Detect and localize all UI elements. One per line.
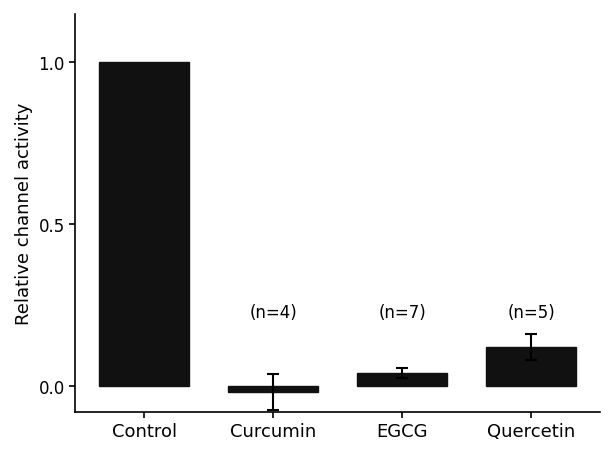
Bar — [486, 347, 576, 386]
Bar — [228, 386, 319, 392]
Text: (n=7): (n=7) — [378, 303, 426, 321]
Bar — [357, 373, 447, 386]
Text: (n=5): (n=5) — [507, 303, 555, 321]
Y-axis label: Relative channel activity: Relative channel activity — [15, 102, 33, 324]
Bar — [99, 63, 189, 386]
Text: (n=4): (n=4) — [249, 303, 297, 321]
